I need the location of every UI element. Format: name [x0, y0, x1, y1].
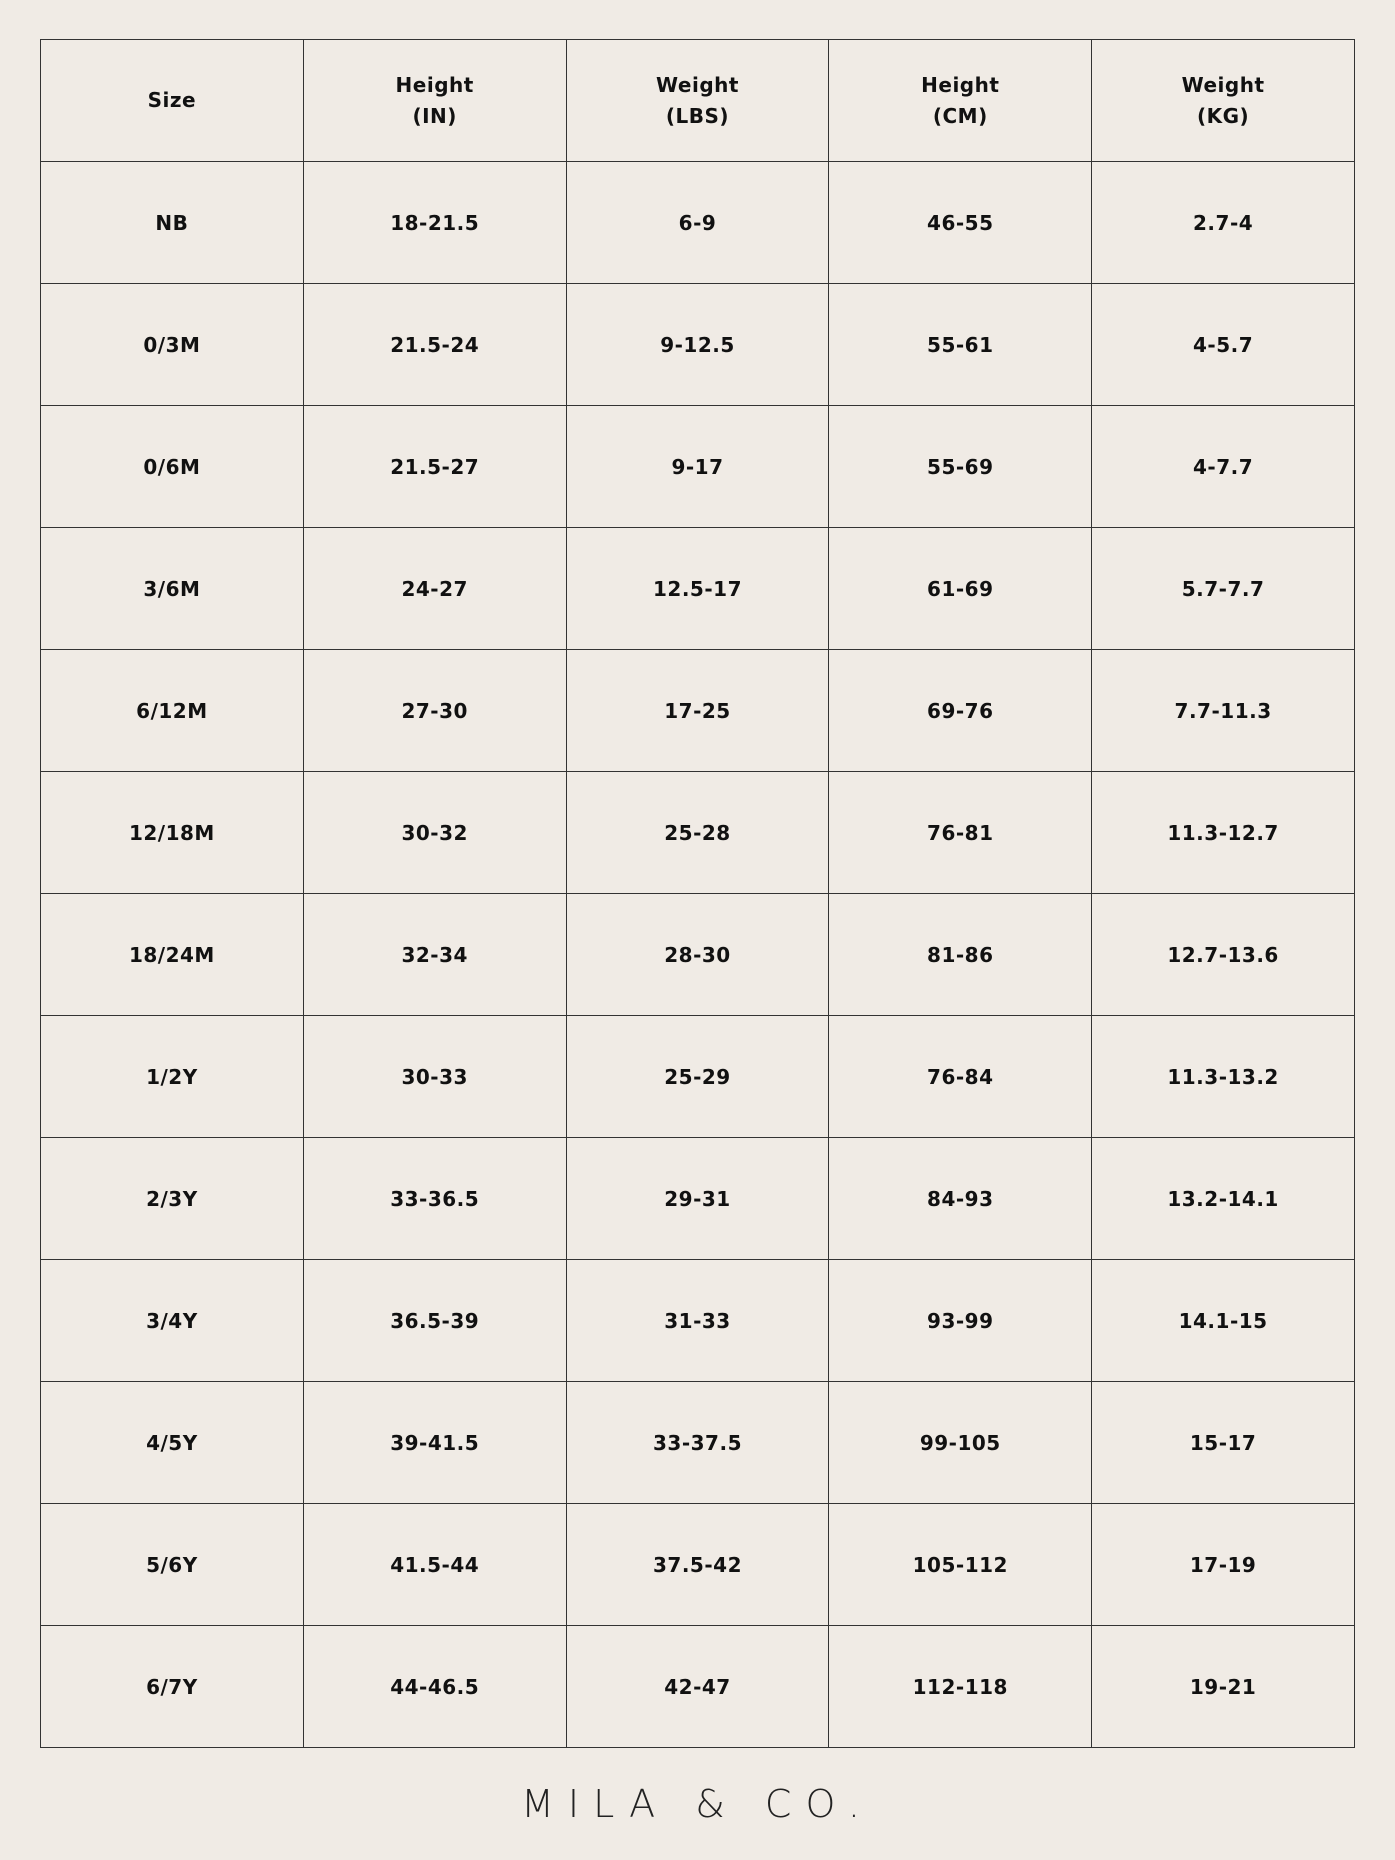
measurement-cell: 21.5-24 [302, 283, 567, 406]
column-header-line1: Height [395, 72, 474, 97]
measurement-cell: 76-84 [828, 1015, 1093, 1138]
measurement-cell: 37.5-42 [565, 1503, 830, 1626]
column-header: Weight (LBS) [565, 39, 830, 162]
measurement-cell: 81-86 [828, 893, 1093, 1016]
column-header-line2: (KG) [1196, 103, 1250, 128]
size-chart-body: NB 18-21.5 6-9 46-55 2.7-4 0/3M 21.5-24 9-12.5 5… [40, 161, 1355, 1748]
table-row: 3/4Y 36.5-39 31-33 93-99 14.1-15 [40, 1259, 1355, 1382]
measurement-cell: 25-28 [565, 771, 830, 894]
measurement-cell: 61-69 [828, 527, 1093, 650]
measurement-cell: 12.5-17 [565, 527, 830, 650]
table-row: 12/18M 30-32 25-28 76-81 11.3-12.7 [40, 771, 1355, 894]
column-header-line1: Size [147, 88, 197, 112]
measurement-cell: 27-30 [302, 649, 567, 772]
table-row: 1/2Y 30-33 25-29 76-84 11.3-13.2 [40, 1015, 1355, 1138]
measurement-cell: 9-12.5 [565, 283, 830, 406]
size-cell: 3/6M [40, 527, 304, 650]
measurement-cell: 15-17 [1091, 1381, 1355, 1504]
measurement-cell: 13.2-14.1 [1091, 1137, 1355, 1260]
measurement-cell: 12.7-13.6 [1091, 893, 1355, 1016]
measurement-cell: 14.1-15 [1091, 1259, 1355, 1382]
measurement-cell: 41.5-44 [302, 1503, 567, 1626]
measurement-cell: 4-5.7 [1091, 283, 1355, 406]
measurement-cell: 28-30 [565, 893, 830, 1016]
measurement-cell: 17-25 [565, 649, 830, 772]
column-header: Height (IN) [302, 39, 567, 162]
measurement-cell: 24-27 [302, 527, 567, 650]
size-cell: 5/6Y [40, 1503, 304, 1626]
measurement-cell: 99-105 [828, 1381, 1093, 1504]
column-header-line2: (CM) [932, 103, 988, 128]
column-header-line2: (IN) [412, 103, 457, 128]
size-chart-table: Size Height (IN) Weight (LBS) Height (CM) Weigh… [40, 39, 1355, 1748]
measurement-cell: 46-55 [828, 161, 1093, 284]
measurement-cell: 11.3-13.2 [1091, 1015, 1355, 1138]
table-row: NB 18-21.5 6-9 46-55 2.7-4 [40, 161, 1355, 284]
column-header-line1: Weight [656, 72, 739, 97]
size-cell: 0/3M [40, 283, 304, 406]
size-cell: 1/2Y [40, 1015, 304, 1138]
measurement-cell: 55-69 [828, 405, 1093, 528]
measurement-cell: 25-29 [565, 1015, 830, 1138]
size-cell: 3/4Y [40, 1259, 304, 1382]
measurement-cell: 30-33 [302, 1015, 567, 1138]
size-cell: 6/7Y [40, 1625, 304, 1748]
measurement-cell: 105-112 [828, 1503, 1093, 1626]
measurement-cell: 84-93 [828, 1137, 1093, 1260]
measurement-cell: 39-41.5 [302, 1381, 567, 1504]
measurement-cell: 93-99 [828, 1259, 1093, 1382]
table-row: 0/3M 21.5-24 9-12.5 55-61 4-5.7 [40, 283, 1355, 406]
column-header: Height (CM) [828, 39, 1093, 162]
column-header-line1: Height [921, 72, 1000, 97]
table-row: 6/7Y 44-46.5 42-47 112-118 19-21 [40, 1625, 1355, 1748]
measurement-cell: 18-21.5 [302, 161, 567, 284]
table-row: 2/3Y 33-36.5 29-31 84-93 13.2-14.1 [40, 1137, 1355, 1260]
measurement-cell: 19-21 [1091, 1625, 1355, 1748]
size-cell: NB [40, 161, 304, 284]
table-row: 18/24M 32-34 28-30 81-86 12.7-13.6 [40, 893, 1355, 1016]
measurement-cell: 69-76 [828, 649, 1093, 772]
measurement-cell: 33-36.5 [302, 1137, 567, 1260]
column-header-line1: Weight [1181, 72, 1265, 97]
measurement-cell: 29-31 [565, 1137, 830, 1260]
size-cell: 0/6M [40, 405, 304, 528]
measurement-cell: 44-46.5 [302, 1625, 567, 1748]
measurement-cell: 21.5-27 [302, 405, 567, 528]
measurement-cell: 112-118 [828, 1625, 1093, 1748]
size-cell: 18/24M [40, 893, 304, 1016]
size-cell: 12/18M [40, 771, 304, 894]
measurement-cell: 55-61 [828, 283, 1093, 406]
table-row: 6/12M 27-30 17-25 69-76 7.7-11.3 [40, 649, 1355, 772]
measurement-cell: 42-47 [565, 1625, 830, 1748]
table-row: 3/6M 24-27 12.5-17 61-69 5.7-7.7 [40, 527, 1355, 650]
table-row: 4/5Y 39-41.5 33-37.5 99-105 15-17 [40, 1381, 1355, 1504]
measurement-cell: 76-81 [828, 771, 1093, 894]
measurement-cell: 4-7.7 [1091, 405, 1355, 528]
measurement-cell: 5.7-7.7 [1091, 527, 1355, 650]
measurement-cell: 17-19 [1091, 1503, 1355, 1626]
measurement-cell: 2.7-4 [1091, 161, 1355, 284]
column-header-line2: (LBS) [665, 103, 730, 128]
measurement-cell: 6-9 [565, 161, 830, 284]
measurement-cell: 32-34 [302, 893, 567, 1016]
size-cell: 2/3Y [40, 1137, 304, 1260]
measurement-cell: 36.5-39 [302, 1259, 567, 1382]
size-cell: 4/5Y [40, 1381, 304, 1504]
measurement-cell: 7.7-11.3 [1091, 649, 1355, 772]
column-header: Weight (KG) [1091, 39, 1355, 162]
measurement-cell: 30-32 [302, 771, 567, 894]
brand-logo: MILA & CO. [521, 1782, 874, 1826]
measurement-cell: 33-37.5 [565, 1381, 830, 1504]
size-cell: 6/12M [40, 649, 304, 772]
table-row: 0/6M 21.5-27 9-17 55-69 4-7.7 [40, 405, 1355, 528]
header-row: Size Height (IN) Weight (LBS) Height (CM) Weigh… [40, 39, 1355, 162]
table-row: 5/6Y 41.5-44 37.5-42 105-112 17-19 [40, 1503, 1355, 1626]
measurement-cell: 11.3-12.7 [1091, 771, 1355, 894]
measurement-cell: 31-33 [565, 1259, 830, 1382]
column-header: Size [40, 39, 304, 162]
measurement-cell: 9-17 [565, 405, 830, 528]
